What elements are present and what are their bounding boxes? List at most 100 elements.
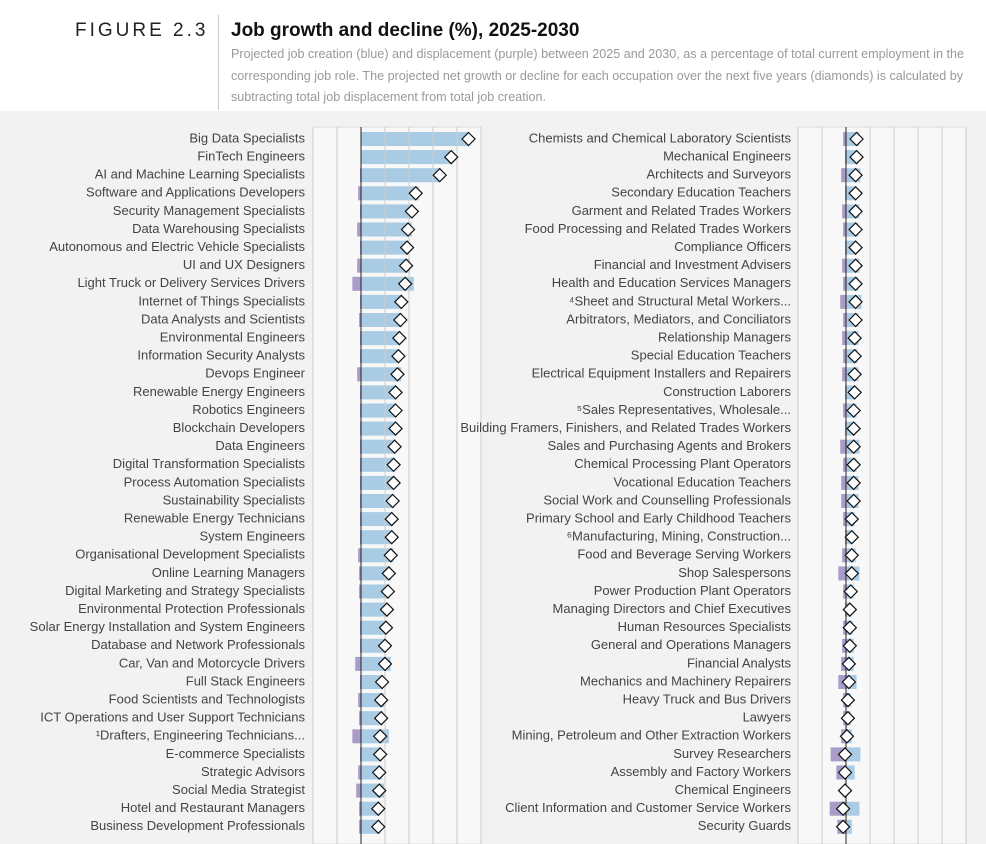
category-label: Mechanics and Machinery Repairers <box>580 673 791 688</box>
category-label: FinTech Engineers <box>197 149 305 164</box>
category-label: AI and Machine Learning Specialists <box>95 167 306 182</box>
category-label: Sales and Purchasing Agents and Brokers <box>547 438 791 453</box>
net-diamond <box>848 167 863 183</box>
category-label: Process Automation Specialists <box>124 474 306 489</box>
net-diamond <box>848 294 863 310</box>
net-diamond <box>372 728 388 744</box>
net-diamond <box>847 366 862 382</box>
category-label: Full Stack Engineers <box>186 673 306 688</box>
chart-subtitle: Projected job creation (blue) and displa… <box>231 47 964 104</box>
displacement-bar <box>843 276 846 291</box>
net-diamond <box>848 312 863 328</box>
category-label: Relationship Managers <box>658 330 791 345</box>
category-label: Information Security Analysts <box>137 348 305 363</box>
net-diamond <box>404 204 420 219</box>
category-label: Environmental Engineers <box>160 330 306 345</box>
figure-label: FIGURE 2.3 <box>75 20 209 41</box>
category-label: Digital Transformation Specialists <box>113 456 306 471</box>
net-diamond <box>837 765 853 780</box>
category-label: ¹Drafters, Engineering Technicians... <box>96 728 305 743</box>
displacement-bar <box>359 566 361 581</box>
net-diamond <box>846 439 862 455</box>
net-diamond <box>400 222 416 237</box>
creation-bar <box>361 168 441 183</box>
net-diamond <box>839 728 855 744</box>
creation-bar <box>361 313 403 327</box>
creation-bar <box>361 204 413 219</box>
category-label: Primary School and Early Childhood Teach… <box>526 511 791 526</box>
net-diamond <box>393 294 409 310</box>
net-diamond <box>381 566 397 581</box>
creation-bar <box>361 457 395 472</box>
creation-bar <box>846 801 860 816</box>
category-label: Digital Marketing and Strategy Specialis… <box>65 583 305 598</box>
category-label: Food Scientists and Technologists <box>109 692 306 707</box>
displacement-bar <box>357 258 361 273</box>
category-label: Data Engineers <box>215 438 305 453</box>
category-label: Secondary Education Teachers <box>611 185 791 200</box>
displacement-bar <box>843 313 846 327</box>
net-diamond <box>848 185 863 201</box>
category-label: Devops Engineer <box>205 366 305 381</box>
category-label: Health and Education Services Managers <box>552 275 792 290</box>
creation-bar <box>361 584 390 599</box>
displacement-bar <box>838 566 846 581</box>
net-diamond <box>392 330 407 346</box>
creation-bar <box>361 349 400 364</box>
net-diamond <box>837 783 853 798</box>
creation-bar <box>361 222 412 237</box>
category-label: Security Management Specialists <box>113 203 306 218</box>
creation-bar <box>361 403 397 418</box>
creation-bar <box>361 638 386 653</box>
net-diamond <box>844 511 860 527</box>
net-diamond <box>461 131 476 147</box>
category-label: Garment and Related Trades Workers <box>572 203 792 218</box>
category-label: Social Media Strategist <box>172 782 305 797</box>
displacement-bar <box>843 132 846 146</box>
category-label: Compliance Officers <box>674 239 791 254</box>
category-label: Mining, Petroleum and Other Extraction W… <box>512 728 792 743</box>
category-label: Solar Energy Installation and System Eng… <box>30 619 306 634</box>
displacement-bar <box>840 294 846 309</box>
category-label: Arbitrators, Mediators, and Conciliators <box>566 311 791 326</box>
net-diamond <box>408 185 424 201</box>
creation-bar <box>361 186 419 201</box>
category-label: Robotics Engineers <box>192 402 305 417</box>
net-diamond <box>397 276 413 292</box>
category-label: Blockchain Developers <box>173 420 306 435</box>
category-label: Big Data Specialists <box>189 130 305 145</box>
displacement-bar <box>842 367 846 382</box>
net-diamond <box>371 765 387 780</box>
category-label: Light Truck or Delivery Services Drivers <box>77 275 305 290</box>
category-label: Car, Van and Motorcycle Drivers <box>119 655 306 670</box>
net-diamond <box>842 638 858 654</box>
net-diamond <box>377 656 393 672</box>
net-diamond <box>378 620 394 636</box>
category-label: General and Operations Managers <box>591 637 792 652</box>
displacement-bar <box>843 457 846 472</box>
net-diamond <box>388 421 403 436</box>
category-label: Human Resources Specialists <box>618 619 792 634</box>
category-label: Database and Network Professionals <box>91 637 305 652</box>
net-diamond <box>370 819 386 835</box>
displacement-bar <box>356 783 361 798</box>
net-diamond <box>842 620 858 636</box>
category-label: ⁶Manufacturing, Mining, Construction... <box>567 529 791 544</box>
divider <box>218 15 219 110</box>
creation-bar <box>361 385 397 400</box>
displacement-bar <box>357 222 361 237</box>
displacement-bar <box>359 584 361 599</box>
category-label: Chemical Engineers <box>675 782 792 797</box>
category-label: Hotel and Restaurant Managers <box>121 800 306 815</box>
displacement-bar <box>359 801 361 816</box>
net-diamond <box>391 348 406 364</box>
net-diamond <box>848 222 863 237</box>
displacement-bar <box>840 439 846 454</box>
chart-title: Job growth and decline (%), 2025-2030 <box>231 20 580 41</box>
creation-bar <box>361 331 401 346</box>
category-label: Chemical Processing Plant Operators <box>574 456 791 471</box>
net-diamond <box>374 674 390 690</box>
net-diamond <box>835 819 851 835</box>
category-label: E-commerce Specialists <box>166 746 306 761</box>
